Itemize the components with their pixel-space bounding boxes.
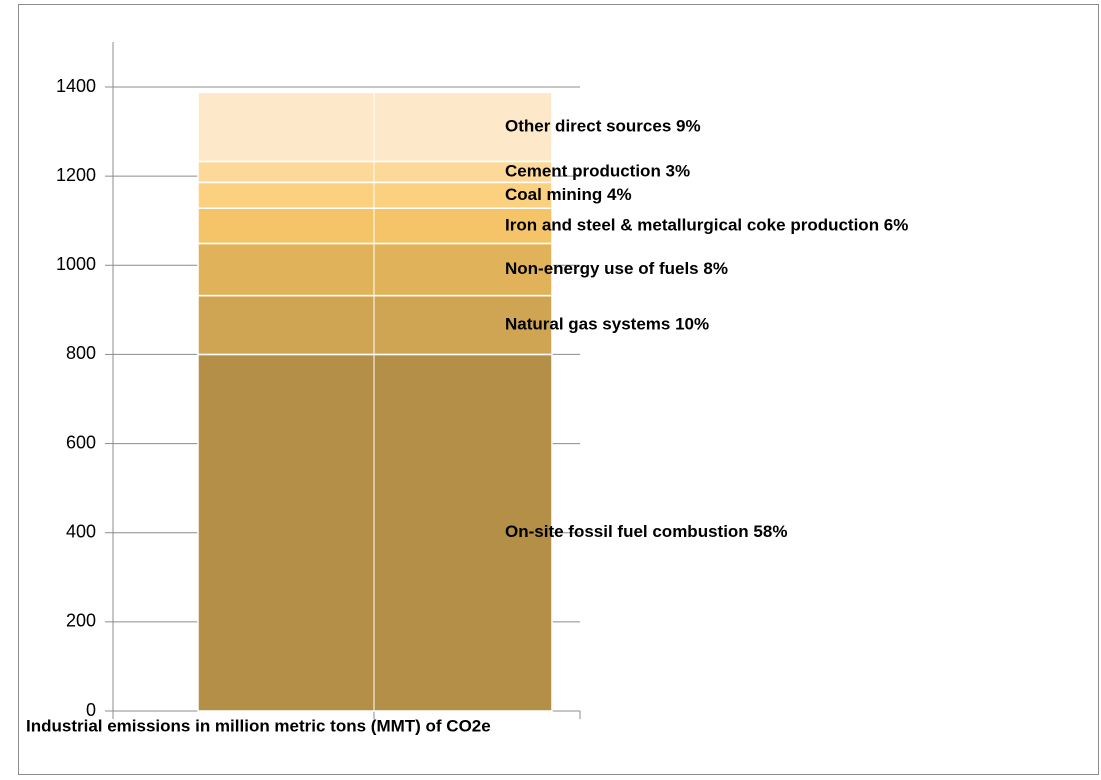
y-tick-label: 800 <box>66 343 96 363</box>
y-tick-label: 0 <box>86 700 96 720</box>
bar-segment <box>197 181 553 209</box>
segment-label: Iron and steel & metallurgical coke prod… <box>505 215 908 234</box>
y-tick-label: 600 <box>66 432 96 452</box>
x-axis-label: Industrial emissions in million metric t… <box>26 716 491 735</box>
bar-segment <box>197 294 553 356</box>
y-tick-label: 1400 <box>56 76 96 96</box>
segment-label: Natural gas systems 10% <box>505 314 709 333</box>
y-tick-label: 400 <box>66 521 96 541</box>
segment-label: Other direct sources 9% <box>505 116 701 135</box>
segment-label: Non-energy use of fuels 8% <box>505 259 728 278</box>
y-tick-label: 1000 <box>56 254 96 274</box>
bar-segment <box>197 207 553 245</box>
segment-label: Coal mining 4% <box>505 185 632 204</box>
bar-segment <box>197 91 553 163</box>
segment-label: On-site fossil fuel combustion 58% <box>505 522 787 541</box>
segment-label: Cement production 3% <box>505 161 690 180</box>
y-tick-label: 1200 <box>56 165 96 185</box>
bar-segment <box>197 353 553 712</box>
bar-segment <box>197 242 553 297</box>
bar-segment <box>197 160 553 184</box>
y-tick-label: 200 <box>66 611 96 631</box>
